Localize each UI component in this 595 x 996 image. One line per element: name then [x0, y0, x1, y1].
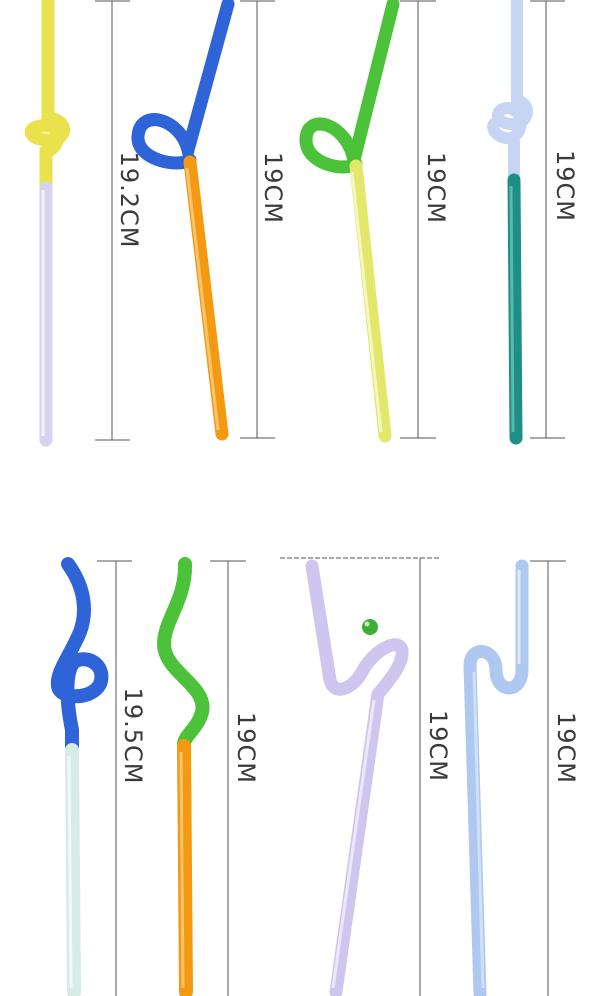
dimension-line-8 [530, 560, 566, 996]
dimension-line-7 [280, 557, 440, 996]
length-label-straw-1: 19.2CM [115, 151, 143, 249]
dimension-line-4 [530, 0, 565, 439]
length-label-straw-6: 19CM [232, 711, 260, 785]
dimension-line-2 [240, 0, 275, 439]
straw-pale-blue-hook [463, 559, 529, 996]
length-label-straw-4: 19CM [551, 149, 579, 223]
straw-green-wave-orange [156, 557, 210, 996]
straw-lavender-vbend [305, 559, 409, 996]
length-label-straw-7: 19CM [424, 709, 452, 783]
length-label-straw-2: 19CM [259, 151, 287, 225]
straw-green-loop-lime [299, 0, 400, 443]
dimension-line-3 [400, 0, 436, 439]
length-label-straw-8: 19CM [552, 711, 580, 785]
straw-pale-knot-teal [487, 0, 533, 445]
length-label-straw-5: 19.5CM [119, 687, 147, 785]
dimension-line-1 [95, 0, 130, 441]
straw-yellow-knot [24, 0, 70, 447]
dimension-line-5 [97, 560, 132, 996]
dimension-line-6 [210, 560, 246, 996]
length-label-straw-3: 19CM [422, 151, 450, 225]
straw-blue-treble-mint [50, 557, 109, 996]
straw-blue-loop-orange [131, 0, 235, 441]
